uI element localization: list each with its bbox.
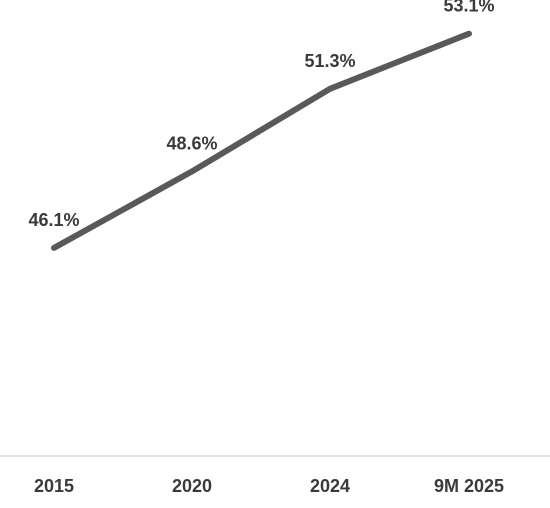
x-axis-ticks: 2015 2020 2024 9M 2025 [34,476,504,496]
x-tick-label: 9M 2025 [434,476,504,496]
data-label: 53.1% [443,0,494,16]
data-label: 46.1% [28,210,79,230]
x-tick-label: 2015 [34,476,74,496]
x-tick-label: 2024 [310,476,350,496]
data-label: 51.3% [304,51,355,71]
x-tick-label: 2020 [172,476,212,496]
data-label: 48.6% [166,133,217,153]
series-group: 46.1% 48.6% 51.3% 53.1% [28,0,495,251]
series-line [51,30,472,251]
